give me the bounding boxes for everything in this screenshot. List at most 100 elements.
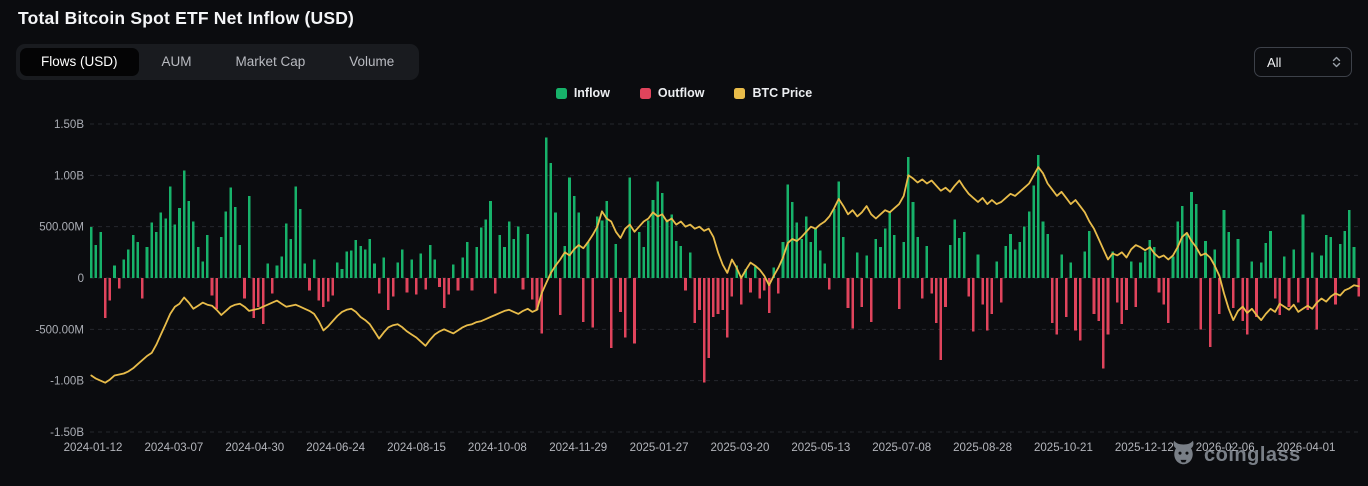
inflow-bar[interactable] [503,247,506,278]
inflow-bar[interactable] [99,231,102,278]
outflow-bar[interactable] [405,278,409,293]
outflow-bar[interactable] [860,278,864,307]
inflow-bar[interactable] [995,261,998,278]
tab-market-cap[interactable]: Market Cap [235,54,306,69]
inflow-bar[interactable] [1171,256,1175,278]
legend-item-inflow[interactable]: Inflow [555,86,610,100]
outflow-bar[interactable] [716,278,720,314]
outflow-bar[interactable] [531,278,534,300]
inflow-bar[interactable] [145,247,149,278]
outflow-bar[interactable] [1064,278,1068,318]
inflow-bar[interactable] [452,264,455,278]
inflow-bar[interactable] [600,220,604,279]
outflow-bar[interactable] [1232,278,1235,308]
outflow-bar[interactable] [767,278,771,313]
inflow-bar[interactable] [113,265,116,278]
outflow-bar[interactable] [1306,278,1309,310]
inflow-bar[interactable] [1250,261,1254,278]
outflow-bar[interactable] [257,278,260,307]
inflow-bar[interactable] [642,247,646,278]
inflow-bar[interactable] [349,250,353,278]
inflow-bar[interactable] [665,219,669,278]
inflow-bar[interactable] [1046,233,1049,278]
inflow-bar[interactable] [289,238,293,278]
outflow-bar[interactable] [981,278,984,305]
inflow-bar[interactable] [192,221,195,278]
inflow-bar[interactable] [962,231,966,278]
outflow-bar[interactable] [930,278,933,294]
outflow-bar[interactable] [990,278,994,314]
inflow-bar[interactable] [628,177,632,278]
inflow-bar[interactable] [363,249,367,278]
inflow-bar[interactable] [809,242,813,278]
inflow-bar[interactable] [517,226,520,278]
inflow-bar[interactable] [549,163,553,278]
inflow-bar[interactable] [786,184,789,278]
inflow-bar[interactable] [1310,252,1314,278]
inflow-bar[interactable] [907,156,910,278]
outflow-bar[interactable] [331,278,334,296]
outflow-bar[interactable] [108,278,112,301]
outflow-bar[interactable] [215,278,218,309]
outflow-bar[interactable] [763,278,766,291]
outflow-bar[interactable] [1092,278,1096,314]
legend-item-outflow[interactable]: Outflow [639,86,704,100]
outflow-bar[interactable] [1241,278,1244,322]
outflow-bar[interactable] [1218,278,1221,314]
inflow-bar[interactable] [90,226,93,278]
tab-volume[interactable]: Volume [349,54,395,69]
inflow-bar[interactable] [1013,249,1017,278]
outflow-bar[interactable] [1199,278,1203,330]
outflow-bar[interactable] [1102,278,1105,369]
inflow-bar[interactable] [554,212,557,278]
inflow-bar[interactable] [150,222,153,278]
inflow-bar[interactable] [925,246,929,278]
inflow-bar[interactable] [187,201,191,278]
outflow-bar[interactable] [726,278,729,338]
inflow-bar[interactable] [1194,204,1198,278]
outflow-bar[interactable] [1120,278,1124,325]
inflow-bar[interactable] [1343,230,1347,278]
inflow-bar[interactable] [1032,185,1035,278]
inflow-bar[interactable] [1023,226,1026,278]
outflow-bar[interactable] [920,278,924,299]
inflow-bar[interactable] [605,201,608,278]
inflow-bar[interactable] [596,216,599,278]
inflow-bar[interactable] [1190,191,1193,278]
inflow-bar[interactable] [1329,236,1333,278]
inflow-bar[interactable] [1129,261,1133,278]
inflow-bar[interactable] [1264,243,1268,278]
outflow-bar[interactable] [739,278,743,305]
inflow-bar[interactable] [312,259,316,278]
outflow-bar[interactable] [308,278,311,291]
outflow-bar[interactable] [967,278,970,297]
inflow-bar[interactable] [1352,247,1356,278]
outflow-bar[interactable] [424,278,427,290]
inflow-bar[interactable] [1069,262,1073,278]
inflow-bar[interactable] [679,246,683,278]
outflow-bar[interactable] [730,278,734,297]
outflow-bar[interactable] [1074,278,1077,331]
outflow-bar[interactable] [1050,278,1054,324]
inflow-bar[interactable] [865,255,868,278]
inflow-bar[interactable] [1204,241,1207,278]
inflow-bar[interactable] [298,209,302,278]
inflow-bar[interactable] [466,242,469,278]
outflow-bar[interactable] [1162,278,1165,305]
outflow-bar[interactable] [869,278,873,323]
outflow-bar[interactable] [707,278,711,359]
outflow-bar[interactable] [210,278,214,296]
inflow-bar[interactable] [201,261,205,278]
inflow-bar[interactable] [1041,221,1045,278]
tab-flows-usd[interactable]: Flows (USD) [20,48,139,76]
inflow-bar[interactable] [1176,221,1179,278]
inflow-bar[interactable] [855,252,859,278]
inflow-bar[interactable] [842,236,845,278]
inflow-bar[interactable] [233,207,237,278]
outflow-bar[interactable] [377,278,381,294]
outflow-bar[interactable] [470,278,474,291]
inflow-bar[interactable] [266,263,270,278]
outflow-bar[interactable] [591,278,594,328]
inflow-bar[interactable] [219,236,223,278]
outflow-bar[interactable] [1297,278,1300,303]
